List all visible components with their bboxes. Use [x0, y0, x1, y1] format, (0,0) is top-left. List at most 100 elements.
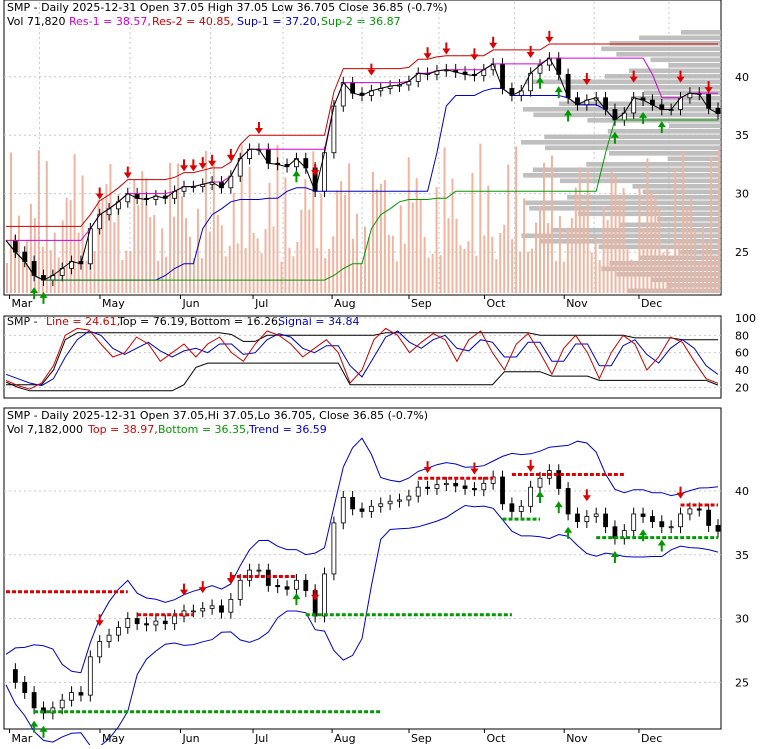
trend-candle-body: [603, 513, 608, 528]
sell-arrow-marker: [423, 47, 432, 60]
trend-candle-body: [59, 699, 65, 709]
volume-bar: [694, 228, 697, 293]
trend-sell-arrow: [95, 614, 104, 627]
stoch-y-tick-label: 100: [735, 312, 756, 325]
trend-candle-body: [190, 610, 196, 613]
volume-bar: [574, 187, 577, 293]
trend-candle-body: [237, 579, 243, 600]
trend-buy-arrow: [554, 501, 563, 514]
volume-bar: [208, 231, 211, 293]
volume-bar: [443, 147, 446, 293]
volume-bar: [550, 155, 553, 293]
volume-bar: [562, 261, 565, 293]
volume-bar: [495, 259, 498, 293]
volume-bar: [658, 208, 661, 293]
volume-bar: [614, 177, 617, 293]
trend-candle-body: [134, 618, 140, 625]
volume-bar: [181, 196, 184, 293]
trend-buy-arrow: [610, 550, 619, 563]
sell-arrow-marker: [198, 157, 207, 170]
volume-bar: [710, 157, 713, 293]
trend-candle-body: [621, 530, 627, 539]
trend-sell-arrow: [470, 462, 479, 475]
volume-bar: [13, 235, 16, 293]
stoch-y-tick-label: 20: [735, 381, 749, 394]
volume-profile-bar: [650, 57, 721, 63]
trend-candle-body: [397, 499, 402, 502]
volume-profile-bar: [550, 228, 721, 233]
trend-top-label: Top = 38.97,: [87, 423, 158, 436]
trend-month-label: Mar: [12, 732, 33, 745]
volume-bar: [292, 256, 295, 293]
volume-bar: [216, 215, 219, 293]
price-y-tick-label: 30: [735, 188, 749, 201]
volume-bar: [686, 208, 689, 293]
res2-label: Res-2 = 40.85,: [152, 15, 234, 28]
volume-bar: [399, 205, 402, 293]
volume-bar: [224, 256, 227, 293]
trend-sell-arrow: [226, 572, 235, 585]
stoch-signal-line: [5, 330, 719, 387]
trend-trend-label: Trend = 36.59: [248, 423, 327, 436]
volume-bar: [487, 185, 490, 293]
volume-bar: [97, 199, 100, 293]
trend-panel: SMP - Daily 2025-12-31 Open 37.05,Hi 37.…: [3, 407, 749, 747]
month-label: Sep: [411, 297, 432, 310]
volume-bar: [507, 164, 510, 293]
trend-candle-body: [500, 476, 505, 505]
volume-bar: [435, 186, 438, 293]
volume-profile-bar: [533, 112, 721, 118]
trend-candle-body: [509, 503, 515, 512]
trend-candle-body: [481, 482, 487, 491]
volume-bar: [89, 253, 92, 293]
trend-candle-body: [144, 623, 149, 626]
volume-bar: [598, 260, 601, 293]
month-label: Dec: [641, 297, 662, 310]
volume-bar: [352, 238, 355, 293]
volume-profile-bar: [559, 178, 721, 184]
trend-candle-body: [303, 579, 309, 591]
month-label: Aug: [334, 297, 355, 310]
volume-bar: [129, 250, 132, 293]
res2-line: [6, 43, 718, 227]
trend-candle-body: [378, 503, 384, 507]
volume-bar: [395, 261, 398, 293]
trend-month-label: Jul: [254, 732, 268, 745]
trend-candle-body: [650, 516, 655, 523]
trend-sell-arrow: [582, 489, 591, 502]
volume-profile-bar: [609, 41, 721, 46]
sell-arrow-marker: [367, 63, 376, 76]
volume-bar: [49, 250, 52, 293]
trend-candle-body: [256, 569, 262, 572]
trend-candle-body: [472, 488, 477, 491]
volume-profile-bar: [586, 162, 721, 167]
volume-profile-bar: [522, 107, 721, 112]
volume-bar: [17, 215, 20, 293]
trend-candle-body: [631, 513, 637, 531]
volume-bar: [411, 202, 414, 293]
price-y-tick-label: 25: [735, 246, 749, 259]
stoch-line-label: Line = 24.61,: [46, 315, 120, 328]
trend-candle-body: [125, 618, 131, 628]
volume-bar: [284, 177, 287, 293]
volume-bar: [375, 189, 378, 293]
volume-profile-bar: [567, 195, 721, 200]
volume-profile-bar: [609, 151, 721, 156]
volume-bar: [638, 186, 641, 293]
volume-bar: [483, 235, 486, 293]
trend-candle-body: [200, 607, 206, 612]
volume-profile-bar: [539, 239, 721, 244]
trend-candle-body: [368, 505, 374, 512]
volume-bar: [371, 171, 374, 293]
sell-arrow-marker: [526, 46, 535, 59]
trend-month-label: Sep: [411, 732, 432, 745]
trend-candle-body: [443, 482, 449, 486]
volume-bar: [93, 251, 96, 293]
volume-bar: [634, 262, 637, 293]
sell-arrow-marker: [629, 70, 638, 83]
trend-candle-body: [97, 641, 103, 658]
volume-bar: [336, 190, 339, 293]
volume-bar: [29, 203, 32, 293]
trend-candle-body: [331, 522, 337, 575]
volume-bar: [606, 220, 609, 293]
